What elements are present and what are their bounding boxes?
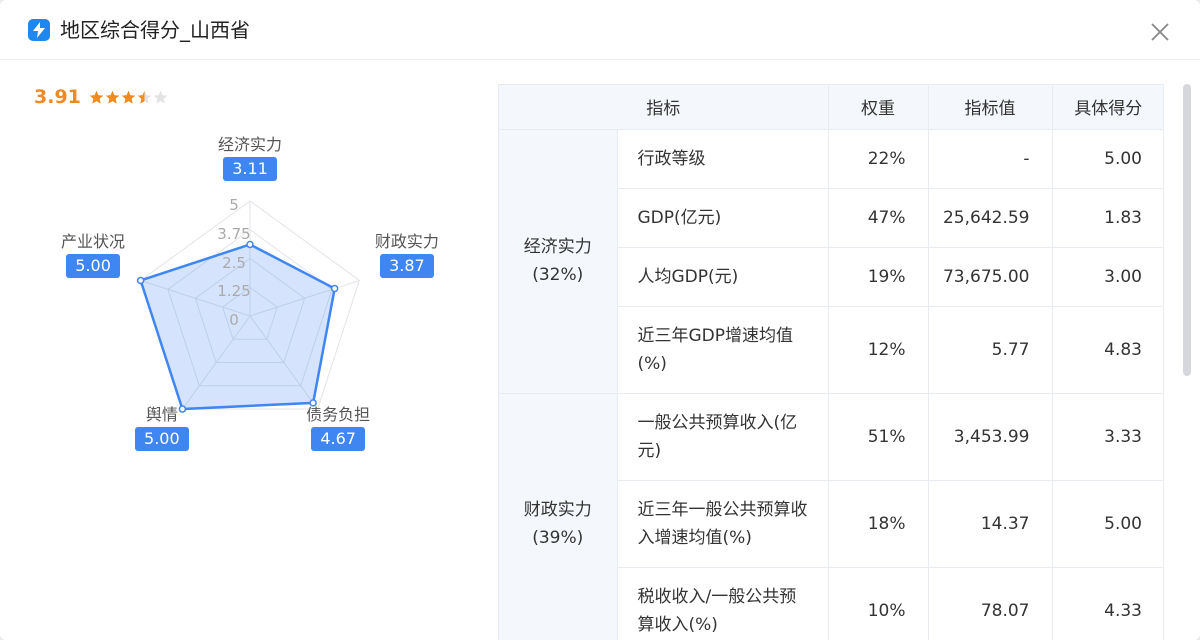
score-cell: 1.83 (1052, 188, 1163, 248)
radar-tick-label: 2.5 (222, 253, 246, 272)
score-cell: 3.33 (1052, 393, 1163, 481)
dialog-header: 地区综合得分_山西省 (0, 0, 1200, 60)
score-cell: 4.83 (1052, 306, 1163, 394)
score-cell: 3.00 (1052, 247, 1163, 307)
radar-point (309, 399, 317, 407)
star-icon (105, 90, 120, 104)
col-header-value: 指标值 (928, 85, 1053, 130)
indicator-cell: GDP(亿元) (617, 188, 829, 248)
overall-score: 3.91 (34, 84, 169, 110)
indicator-cell: 一般公共预算收入(亿元) (617, 393, 829, 481)
radar-tick-label: 5 (229, 196, 239, 214)
dialog-title: 地区综合得分_山西省 (60, 18, 250, 42)
radar-point (330, 284, 339, 293)
col-header-indicator: 指标 (499, 85, 829, 130)
radar-axis-value: 5.00 (66, 254, 121, 279)
radar-tick-label: 3.75 (217, 224, 251, 243)
indicator-cell: 行政等级 (617, 129, 829, 189)
radar-chart: 0 1.25 2.5 3.75 5 经济实力 3.11 财政实力 3.87 债务负担 4.67 舆情 5… (40, 120, 480, 480)
category-cell: 财政实力 (39%) (499, 393, 618, 640)
value-cell: 14.37 (928, 480, 1053, 568)
radar-axis-label: 产业状况 (61, 232, 126, 252)
table-row: GDP(亿元) 47% 25,642.59 1.83 (499, 188, 1163, 248)
score-cell: 5.00 (1052, 129, 1163, 189)
star-icon (153, 90, 168, 104)
value-cell: 5.77 (928, 306, 1053, 394)
overall-score-value: 3.91 (34, 86, 81, 108)
radar-axis-value: 5.00 (134, 427, 189, 452)
lightning-icon (28, 19, 50, 41)
weight-cell: 19% (828, 247, 929, 307)
star-icon (89, 90, 104, 104)
radar-tick-label: 0 (229, 311, 239, 329)
indicator-table: 指标 权重 指标值 具体得分 经济实力 (32%) 行政等级 22% - 5.0… (498, 84, 1164, 640)
weight-cell: 12% (828, 306, 929, 394)
table-row: 财政实力 (39%) 一般公共预算收入(亿元) 51% 3,453.99 3.3… (499, 393, 1163, 640)
col-header-weight: 权重 (828, 85, 929, 130)
value-cell: 78.07 (928, 567, 1053, 640)
indicator-cell: 近三年GDP增速均值(%) (617, 306, 829, 394)
weight-cell: 51% (828, 393, 929, 481)
table-row: 近三年一般公共预算收入增速均值(%) 18% 14.37 5.00 (499, 480, 1163, 568)
radar-axis-value: 3.87 (379, 254, 434, 279)
radar-spoke (249, 315, 318, 410)
indicator-cell: 近三年一般公共预算收入增速均值(%) (617, 480, 829, 568)
table-row: 经济实力 (32%) 行政等级 22% - 5.00 (499, 129, 1163, 394)
category-name: 财政实力 (523, 499, 592, 520)
radar-axis-value: 3.11 (223, 157, 277, 181)
radar-spoke (182, 315, 251, 410)
weight-cell: 10% (828, 567, 929, 640)
score-cell: 5.00 (1052, 480, 1163, 568)
table-row: 近三年GDP增速均值(%) 12% 5.77 4.83 (499, 306, 1163, 394)
radar-point (246, 240, 254, 249)
indicator-cell: 人均GDP(元) (617, 247, 829, 307)
radar-axis-label: 舆情 (145, 405, 178, 425)
value-cell: 3,453.99 (928, 393, 1053, 481)
radar-grid-ring (222, 286, 278, 340)
score-cell: 4.33 (1052, 567, 1163, 640)
radar-series-area (139, 243, 337, 411)
radar-spoke (140, 279, 251, 317)
indicator-cell: 税收收入/一般公共预算收入(%) (617, 567, 829, 640)
value-cell: 25,642.59 (928, 188, 1053, 248)
col-header-score: 具体得分 (1052, 85, 1163, 130)
table-row: 人均GDP(元) 19% 73,675.00 3.00 (499, 247, 1163, 307)
category-weight: (32%) (532, 265, 584, 285)
category-cell: 经济实力 (32%) (499, 129, 618, 394)
weight-cell: 18% (828, 480, 929, 568)
radar-tick-label: 1.25 (217, 282, 251, 301)
star-rating (89, 90, 169, 105)
table-row: 税收收入/一般公共预算收入(%) 10% 78.07 4.33 (499, 567, 1163, 640)
value-cell: 73,675.00 (928, 247, 1053, 307)
radar-spoke (249, 279, 360, 317)
star-icon (137, 90, 152, 104)
category-name: 经济实力 (523, 237, 592, 257)
table-scrollbar[interactable] (1183, 84, 1191, 376)
radar-axis-value: 4.67 (311, 427, 366, 452)
close-icon[interactable] (1148, 20, 1172, 44)
radar-point (178, 405, 187, 413)
radar-axis-label: 债务负担 (306, 405, 371, 425)
radar-grid-ring (140, 200, 360, 410)
star-icon (121, 90, 136, 104)
weight-cell: 47% (828, 188, 929, 248)
radar-point (136, 276, 145, 285)
radar-axis-label: 经济实力 (217, 135, 283, 154)
radar-grid-ring (194, 257, 306, 364)
weight-cell: 22% (828, 129, 929, 189)
value-cell: - (928, 129, 1053, 189)
radar-axis-label: 财政实力 (374, 232, 439, 252)
category-weight: (39%) (532, 527, 584, 548)
